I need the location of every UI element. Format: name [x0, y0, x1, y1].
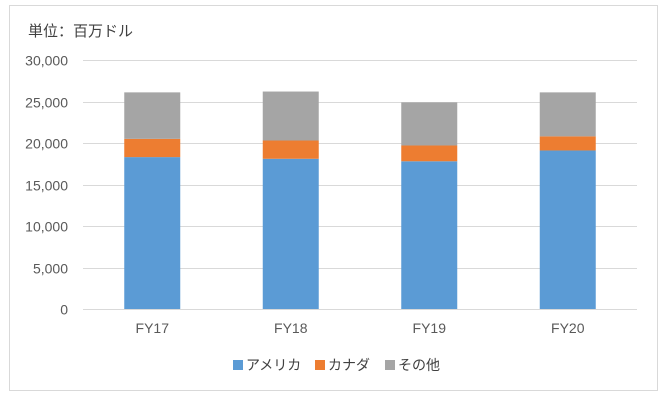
y-tick-label: 10,000 [25, 219, 68, 235]
x-axis-ticks: FY17 FY18 FY19 FY20 [136, 320, 585, 336]
bars [124, 91, 596, 309]
bar-segment [539, 136, 596, 151]
legend-swatch [315, 360, 325, 370]
bar-segment [262, 158, 319, 309]
y-axis-ticks: 0 5,000 10,000 15,000 20,000 25,000 30,000 [25, 53, 68, 318]
x-tick-label: FY20 [551, 320, 585, 336]
bar-segment [401, 161, 458, 309]
legend-swatch [233, 360, 243, 370]
unit-label: 単位：百万ドル [28, 22, 134, 40]
bar-segment [539, 150, 596, 309]
y-tick-label: 30,000 [25, 53, 68, 69]
legend-label: アメリカ [246, 358, 301, 374]
bar-segment [262, 91, 319, 141]
x-tick-label: FY19 [413, 320, 447, 336]
y-tick-label: 20,000 [25, 136, 68, 152]
bar-segment [124, 157, 181, 309]
bar-segment [539, 92, 596, 137]
bar-segment [124, 138, 181, 158]
bar-segment [262, 140, 319, 159]
legend: アメリカ カナダ その他 [233, 358, 440, 374]
bar-segment [124, 92, 181, 139]
legend-label: カナダ [328, 358, 370, 374]
y-tick-label: 25,000 [25, 95, 68, 111]
y-tick-label: 15,000 [25, 178, 68, 194]
x-tick-label: FY17 [136, 320, 170, 336]
y-tick-label: 5,000 [33, 261, 68, 277]
legend-swatch [385, 360, 395, 370]
y-tick-label: 0 [60, 302, 68, 318]
x-tick-label: FY18 [274, 320, 308, 336]
bar-segment [401, 102, 458, 146]
bar-segment [401, 145, 458, 162]
legend-label: その他 [398, 358, 440, 374]
